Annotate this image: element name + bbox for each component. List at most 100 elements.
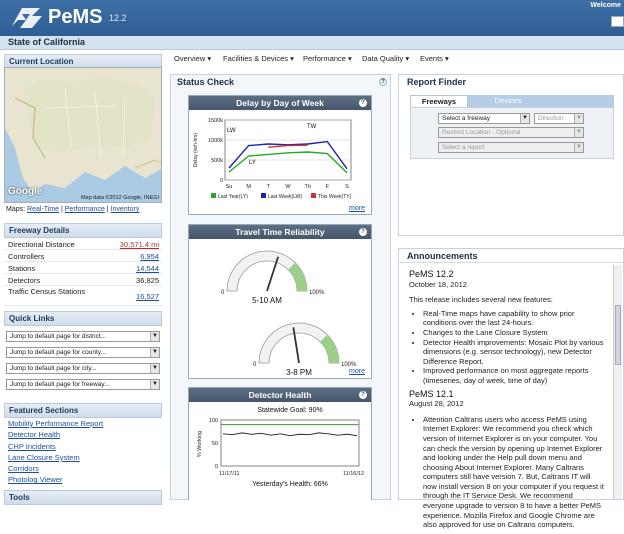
gauge-label: 3-8 PM — [286, 368, 312, 377]
google-logo: Google — [8, 186, 43, 197]
search-box[interactable] — [611, 16, 624, 27]
fd-distance-value[interactable]: 30,571.4 mi — [119, 240, 159, 249]
scrollbar-thumb[interactable] — [615, 305, 621, 365]
map-link-realtime[interactable]: Real-Time — [27, 206, 60, 213]
health-panel-title: Detector Health? — [189, 388, 371, 402]
state-bar: State of California — [0, 36, 624, 50]
x-tick-label: S — [345, 184, 349, 190]
announcement-bullet: Improved performance on most aggregate r… — [423, 366, 605, 385]
nav-performance[interactable]: Performance ▾ — [303, 54, 352, 63]
freeway-select[interactable]: Select a freeway ▼ — [438, 113, 530, 124]
x-tick-label: Su — [226, 184, 233, 190]
legend-swatch — [261, 193, 266, 198]
nav-facilities[interactable]: Facilities & Devices ▾ — [223, 54, 294, 63]
chevron-down-icon: ▼ — [520, 114, 529, 123]
tools-title: Tools — [4, 489, 162, 505]
nav-overview[interactable]: Overview ▾ — [174, 54, 212, 63]
gauge-good-zone — [288, 262, 307, 291]
plot-area — [224, 119, 352, 181]
chevron-down-icon: ▼ — [150, 380, 159, 389]
delay-more-link[interactable]: more — [349, 205, 365, 212]
direction-select[interactable]: Direction ▼ — [534, 113, 584, 124]
plot-area — [220, 419, 360, 467]
chevron-down-icon: ▼ — [150, 348, 159, 357]
legend-label: Last Year(LY) — [218, 194, 248, 200]
nav-data-quality[interactable]: Data Quality ▾ — [362, 54, 410, 63]
legend-label: This Week(TY) — [318, 194, 352, 200]
fd-census-value[interactable]: 16,527 — [136, 292, 159, 301]
gauge-min: 0 — [253, 362, 257, 368]
featured-link[interactable]: Photolog Viewer — [8, 475, 63, 485]
announcement-title: PeMS 12.1 — [409, 388, 454, 399]
location-select[interactable]: Restrict Location - Optional ▼ — [438, 127, 584, 138]
featured-link[interactable]: Detector Health — [8, 430, 61, 440]
announcement-bullet: Attention Caltrans users who access PeMS… — [423, 415, 605, 530]
announcements-scrollbar[interactable] — [613, 265, 622, 499]
report-tabs: Freeways Devices — [410, 95, 614, 108]
chart-annotation: LY — [249, 160, 256, 166]
map-links: Maps: Real-Time | Performance | Inventor… — [6, 206, 140, 213]
featured-link[interactable]: Corridors — [8, 464, 39, 474]
y-axis-label: Delay (veh-hrs) — [193, 133, 199, 168]
help-icon[interactable]: ? — [379, 78, 387, 86]
map-link-performance[interactable]: Performance — [64, 206, 105, 213]
delay-panel: Delay by Day of Week? Delay (veh-hrs) 0 50… — [188, 95, 372, 215]
y-tick-label: 0 — [220, 178, 223, 184]
featured-link[interactable]: Mobility Performance Report — [8, 419, 104, 428]
location-map[interactable]: Google Map data ©2012 Google, INEGI — [4, 67, 162, 203]
chevron-down-icon: ▼ — [150, 364, 159, 373]
legend-swatch — [211, 193, 216, 198]
city-select[interactable]: Jump to default page for city... ▼ — [6, 363, 160, 374]
app-version: 12.2 — [109, 13, 127, 23]
freeway-select-quick[interactable]: Jump to default page for freeway... ▼ — [6, 379, 160, 390]
gauge-needle — [266, 256, 279, 292]
x-end-label: 11/16/12 — [343, 471, 364, 477]
quick-links-title: Quick Links — [4, 311, 162, 326]
chart-annotation: LW — [227, 128, 236, 134]
fd-row-distance: Directional Distance 30,571.4 mi — [4, 238, 162, 250]
report-select[interactable]: Select a report ▼ — [438, 142, 584, 153]
county-select[interactable]: Jump to default page for county... ▼ — [6, 347, 160, 358]
gauge-needle — [292, 327, 300, 364]
announcement-bullet: Real-Time maps have capability to show p… — [423, 309, 605, 328]
reliability-more-link[interactable]: more — [349, 368, 365, 375]
announcements-body: PeMS 12.2 October 18, 2012 This release … — [409, 269, 605, 534]
series-line — [268, 144, 308, 148]
tab-devices[interactable]: Devices — [468, 95, 614, 107]
nav-events[interactable]: Events ▾ — [420, 54, 449, 63]
app-name: PeMS — [48, 6, 103, 28]
map-graphic — [5, 68, 161, 202]
announcement-bullet: Detector Health improvements: Mosaic Plo… — [423, 338, 605, 367]
fd-controllers-value[interactable]: 6,954 — [140, 252, 159, 261]
help-icon[interactable]: ? — [359, 99, 367, 107]
announcement-title: PeMS 12.2 — [409, 269, 454, 279]
series-line — [228, 140, 348, 170]
help-icon[interactable]: ? — [359, 391, 367, 399]
announcements: Announcements PeMS 12.2 October 18, 2012… — [398, 248, 624, 529]
legend-label: Last Week(LW) — [268, 194, 302, 200]
tab-freeways[interactable]: Freeways — [410, 95, 468, 108]
chevron-down-icon: ▼ — [574, 114, 583, 123]
map-link-inventory[interactable]: Inventory — [110, 206, 140, 213]
chart-annotation: TW — [307, 124, 317, 130]
caltrans-logo-icon — [12, 8, 42, 28]
featured-link[interactable]: Lane Closure System — [8, 452, 80, 462]
y-tick-label: 50 — [212, 441, 218, 447]
fd-stations-value[interactable]: 14,544 — [136, 264, 159, 273]
fd-row-stations: Stations 14,544 — [4, 262, 162, 274]
x-start-label: 11/17/11 — [219, 471, 240, 477]
y-tick-label: 500k — [211, 158, 223, 164]
state-title: State of California — [8, 37, 86, 47]
district-select[interactable]: Jump to default page for district... ▼ — [6, 331, 160, 342]
y-tick-label: 0 — [215, 464, 218, 470]
y-axis-label: % Working — [197, 431, 203, 458]
help-icon[interactable]: ? — [359, 228, 367, 236]
delay-panel-title: Delay by Day of Week? — [189, 96, 371, 110]
main-nav: Overview ▾ Facilities & Devices ▾ Perfor… — [168, 52, 624, 66]
status-check-title: Status Check? — [171, 75, 390, 89]
featured-link[interactable]: CHP Incidents — [8, 441, 56, 451]
announcement-bullet: Changes to the Lane Closure System — [423, 328, 605, 338]
announcement-bullets: Attention Caltrans users who access PeMS… — [423, 415, 605, 530]
report-tab-body: Select a freeway ▼ Direction ▼ Restrict Lo… — [410, 107, 614, 159]
fd-row-census: Traffic Census Stations 16,527 — [4, 286, 162, 306]
